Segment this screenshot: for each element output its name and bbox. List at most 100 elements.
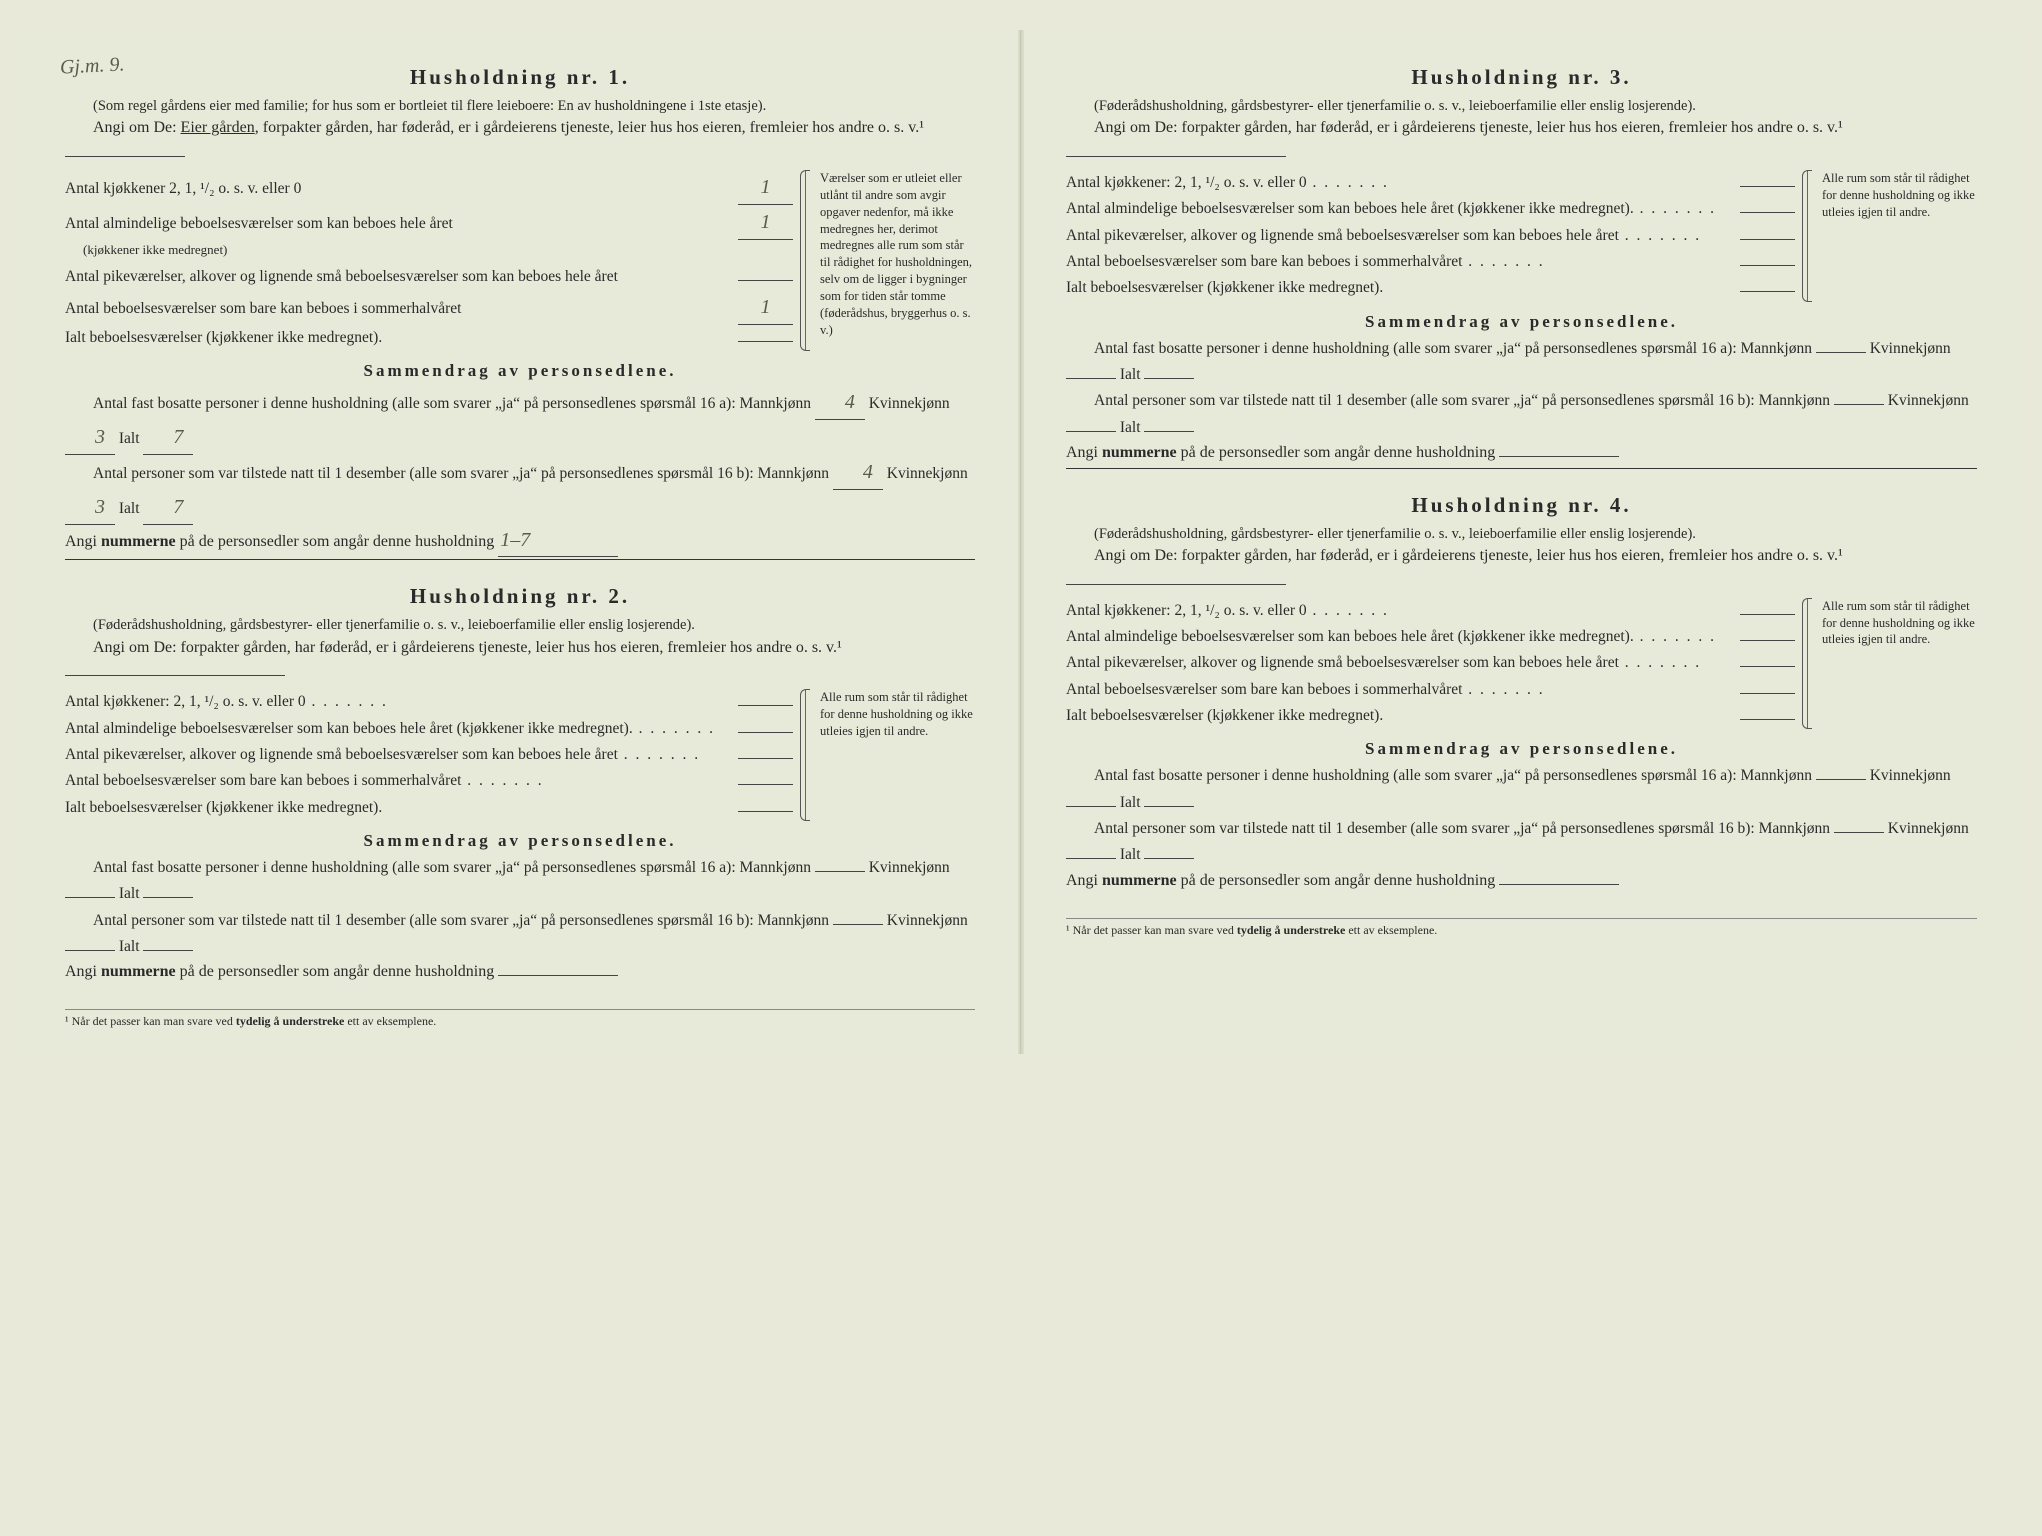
hh2-angi-num: Angi nummerne på de personsedler som ang…	[65, 960, 975, 985]
i-lbl-2b: Ialt	[119, 938, 140, 955]
k16a-3[interactable]	[1066, 378, 1116, 379]
pike-val[interactable]	[738, 280, 793, 281]
alm-val-4[interactable]	[1740, 640, 1795, 641]
angi-blank-3[interactable]	[1066, 156, 1286, 157]
som-label-2: Antal beboelsesværelser som bare kan beb…	[65, 768, 738, 794]
i16a-4[interactable]	[1144, 806, 1194, 807]
ialt-val-4[interactable]	[1740, 719, 1795, 720]
k16b-4[interactable]	[1066, 858, 1116, 859]
hh1-angi: Angi om De: Eier gården, forpakter gårde…	[65, 116, 975, 166]
k-lbl-b: Kvinnekjønn	[887, 465, 968, 482]
angi-blank[interactable]	[65, 156, 185, 157]
handwritten-annotation: Gj.m. 9.	[59, 53, 125, 79]
hh1-ialt: Ialt beboelsesværelser (kjøkkener ikke m…	[65, 325, 793, 351]
hh1-angi-num: Angi nummerne på de personsedler som ang…	[65, 525, 975, 557]
m-lbl-3b: Mannkjønn	[1759, 392, 1830, 409]
hh2-alm: Antal almindelige beboelsesværelser som …	[65, 716, 793, 742]
hh3-angi: Angi om De: forpakter gården, har føderå…	[1066, 116, 1977, 166]
angi-blank-4[interactable]	[1066, 584, 1286, 585]
som-label-3: Antal beboelsesværelser som bare kan beb…	[1066, 249, 1740, 275]
angi-blank-2[interactable]	[65, 675, 285, 676]
m16b-4[interactable]	[1834, 832, 1884, 833]
angi-num-text-4: Angi nummerne på de personsedler som ang…	[1066, 872, 1495, 889]
kj-val-4[interactable]	[1740, 614, 1795, 615]
pike-val-4[interactable]	[1740, 666, 1795, 667]
i16b[interactable]: 7	[143, 490, 193, 525]
num-val-2[interactable]	[498, 975, 618, 976]
k16b-2[interactable]	[65, 950, 115, 951]
hh4-angi-num: Angi nummerne på de personsedler som ang…	[1066, 869, 1977, 894]
hh3-title: Husholdning nr. 3.	[1066, 65, 1977, 90]
angi-num-text-2: Angi nummerne på de personsedler som ang…	[65, 963, 494, 980]
hh2-kj: Antal kjøkkener: 2, 1, ¹/₂ o. s. v. elle…	[65, 689, 793, 715]
side-text: Værelser som er utleiet eller utlånt til…	[814, 170, 975, 339]
kj-val-3[interactable]	[1740, 186, 1795, 187]
m16b[interactable]: 4	[833, 455, 883, 490]
alm-sub: (kjøkkener ikke medregnet)	[65, 242, 227, 257]
k-lbl-2: Kvinnekjønn	[869, 859, 950, 876]
ialt-label-2: Ialt beboelsesværelser (kjøkkener ikke m…	[65, 795, 738, 821]
hh4-sam-b: Antal personer som var tilstede natt til…	[1066, 816, 1977, 869]
hh4-pike: Antal pikeværelser, alkover og lignende …	[1066, 650, 1795, 676]
k16b-3[interactable]	[1066, 431, 1116, 432]
i16b-2[interactable]	[143, 950, 193, 951]
m16b-3[interactable]	[1834, 404, 1884, 405]
i16a-3[interactable]	[1144, 378, 1194, 379]
angi-underlined: Eier gården	[181, 119, 255, 136]
angi-body-2: forpakter gården, har føderåd, er i gård…	[181, 639, 842, 656]
ialt-label: Ialt beboelsesværelser (kjøkkener ikke m…	[65, 325, 738, 351]
kj-val-2[interactable]	[738, 705, 793, 706]
k-lbl-4b: Kvinnekjønn	[1888, 820, 1969, 837]
m16a-3[interactable]	[1816, 352, 1866, 353]
ialt-val[interactable]	[738, 341, 793, 342]
sam-a-text-2: Antal fast bosatte personer i denne hush…	[93, 859, 736, 876]
m-lbl-2b: Mannkjønn	[758, 912, 829, 929]
hh1-kitchens: Antal kjøkkener 2, 1, ¹/₂ o. s. v. eller…	[65, 170, 793, 205]
sam-b-text-3: Antal personer som var tilstede natt til…	[1094, 392, 1755, 409]
m-lbl-3: Mannkjønn	[1741, 340, 1812, 357]
k-lbl: Kvinnekjønn	[869, 395, 950, 412]
k16a-4[interactable]	[1066, 806, 1116, 807]
side-text-4: Alle rum som står til rådighet for denne…	[1816, 598, 1977, 649]
hh4-kj: Antal kjøkkener: 2, 1, ¹/₂ o. s. v. elle…	[1066, 598, 1795, 624]
som-val-3[interactable]	[1740, 265, 1795, 266]
som-val-4[interactable]	[1740, 693, 1795, 694]
hh4-alm: Antal almindelige beboelsesværelser som …	[1066, 624, 1795, 650]
i16b-4[interactable]	[1144, 858, 1194, 859]
k16b[interactable]: 3	[65, 490, 115, 525]
kj-val[interactable]: 1	[738, 170, 793, 205]
brace-icon-3	[1802, 170, 1812, 302]
ialt-val-3[interactable]	[1740, 291, 1795, 292]
pike-val-2[interactable]	[738, 758, 793, 759]
angi-body-4: forpakter gården, har føderåd, er i gård…	[1182, 547, 1843, 564]
alm-val-2[interactable]	[738, 732, 793, 733]
footnote-right: ¹ Når det passer kan man svare ved tydel…	[1066, 918, 1977, 938]
m16b-2[interactable]	[833, 924, 883, 925]
pike-val-3[interactable]	[1740, 239, 1795, 240]
angi-body-3: forpakter gården, har føderåd, er i gård…	[1182, 119, 1843, 136]
m16a-2[interactable]	[815, 871, 865, 872]
som-val[interactable]: 1	[738, 290, 793, 325]
hh3-paren: (Føderådshusholdning, gårdsbestyrer- ell…	[1066, 96, 1977, 116]
hh1-samhead: Sammendrag av personsedlene.	[65, 361, 975, 381]
sam-b-text-4: Antal personer som var tilstede natt til…	[1094, 820, 1755, 837]
num-val-3[interactable]	[1499, 456, 1619, 457]
som-val-2[interactable]	[738, 784, 793, 785]
hh4-side-note: Alle rum som står til rådighet for denne…	[1807, 598, 1977, 730]
num-val[interactable]: 1–7	[498, 525, 618, 557]
alm-val-3[interactable]	[1740, 212, 1795, 213]
m-lbl-4b: Mannkjønn	[1759, 820, 1830, 837]
k16a[interactable]: 3	[65, 420, 115, 455]
hh2-ialt: Ialt beboelsesværelser (kjøkkener ikke m…	[65, 795, 793, 821]
m16a[interactable]: 4	[815, 385, 865, 420]
i16a-2[interactable]	[143, 897, 193, 898]
pike-label-3: Antal pikeværelser, alkover og lignende …	[1066, 223, 1740, 249]
ialt-val-2[interactable]	[738, 811, 793, 812]
i16a[interactable]: 7	[143, 420, 193, 455]
alm-val[interactable]: 1	[738, 205, 793, 240]
num-val-4[interactable]	[1499, 884, 1619, 885]
m16a-4[interactable]	[1816, 779, 1866, 780]
hh3-som: Antal beboelsesværelser som bare kan beb…	[1066, 249, 1795, 275]
i16b-3[interactable]	[1144, 431, 1194, 432]
k16a-2[interactable]	[65, 897, 115, 898]
